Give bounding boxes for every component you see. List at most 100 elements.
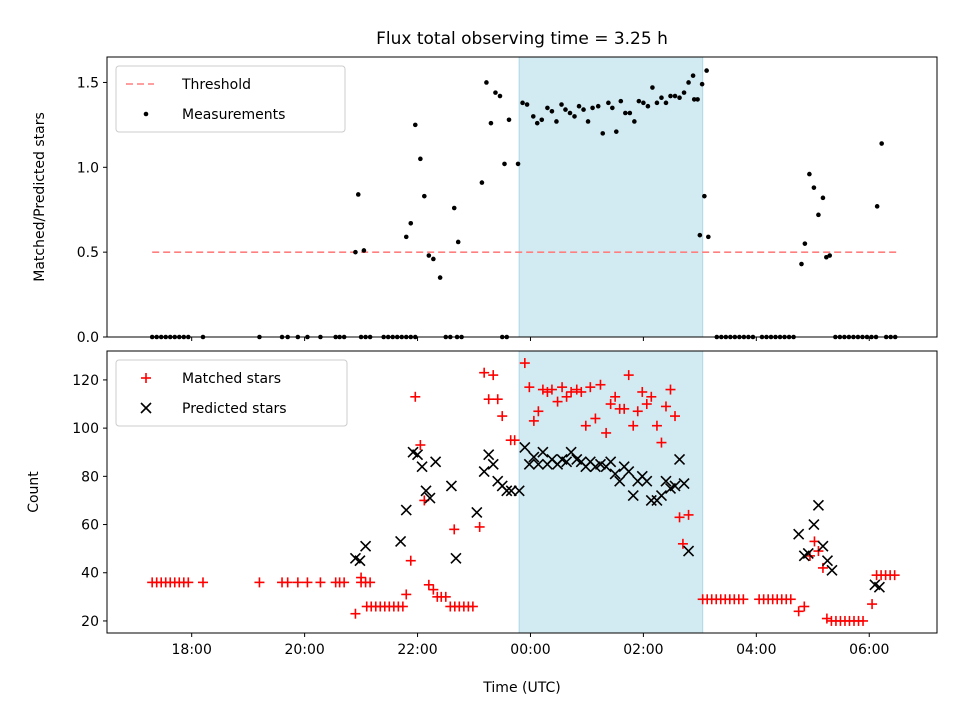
matched-stars-point bbox=[619, 403, 630, 414]
measurement-point bbox=[677, 95, 682, 101]
matched-stars-point bbox=[537, 384, 548, 395]
matched-stars-point bbox=[542, 386, 553, 397]
matched-stars-point bbox=[566, 386, 577, 397]
matched-stars-point bbox=[641, 399, 652, 410]
matched-stars-point bbox=[665, 384, 676, 395]
matched-stars-point bbox=[605, 399, 616, 410]
matched-stars-point bbox=[595, 379, 606, 390]
matched-stars-point bbox=[428, 584, 439, 595]
measurement-point bbox=[686, 80, 691, 85]
matched-stars-point bbox=[677, 538, 688, 549]
measurement-point bbox=[479, 180, 485, 185]
matched-stars-point bbox=[197, 577, 208, 588]
predicted-stars-point bbox=[523, 458, 535, 470]
matched-stars-point bbox=[183, 577, 194, 588]
measurement-point bbox=[451, 205, 457, 211]
legend: Matched stars Predicted stars bbox=[115, 359, 348, 427]
measurement-point bbox=[600, 131, 606, 136]
predicted-stars-point bbox=[565, 446, 577, 458]
matched-stars-point bbox=[449, 524, 460, 535]
legend-measurement-swatch bbox=[143, 111, 149, 117]
measurement-point bbox=[645, 103, 651, 109]
measurement-point bbox=[690, 73, 696, 78]
measurement-point bbox=[595, 103, 601, 109]
matched-stars-point bbox=[580, 420, 591, 431]
measurement-point bbox=[567, 110, 573, 116]
measurement-point bbox=[623, 110, 628, 116]
predicted-stars-point bbox=[354, 555, 366, 567]
predicted-stars-point bbox=[445, 480, 457, 492]
matched-stars-point bbox=[410, 391, 421, 402]
measurement-point bbox=[572, 114, 577, 119]
predicted-stars-point bbox=[395, 535, 407, 547]
measurement-point bbox=[554, 119, 559, 124]
x-tick-label: 02:00 bbox=[623, 642, 663, 658]
matched-stars-point bbox=[738, 594, 749, 605]
legend-label: Measurements bbox=[182, 107, 285, 123]
axes-frame bbox=[106, 350, 938, 634]
predicted-stars-point bbox=[519, 441, 531, 453]
matched-stars-point bbox=[561, 391, 572, 402]
matched-stars-point bbox=[793, 606, 804, 617]
predicted-stars-point bbox=[623, 465, 635, 478]
y-tick-label: 0.0 bbox=[77, 330, 99, 346]
measurement-point bbox=[681, 90, 687, 95]
measurement-point bbox=[663, 100, 669, 106]
predicted-stars-point bbox=[678, 477, 690, 490]
measurement-point bbox=[502, 161, 507, 167]
matched-stars-point bbox=[623, 370, 634, 381]
measurement-point bbox=[549, 109, 555, 114]
predicted-stars-point bbox=[430, 456, 442, 468]
matched-stars-point bbox=[576, 386, 587, 397]
predicted-stars-point bbox=[793, 528, 805, 540]
measurement-point bbox=[632, 119, 637, 124]
count-panel: 20 40 60 80 100 120 18:00 20:00 22:00 00:00 02:00 0… bbox=[72, 350, 938, 658]
matched-stars-point bbox=[356, 572, 367, 583]
observing-window-span bbox=[518, 56, 704, 338]
measurement-point bbox=[590, 105, 595, 111]
measurement-point bbox=[355, 192, 361, 197]
measurement-point bbox=[824, 254, 829, 260]
predicted-stars-point bbox=[826, 564, 838, 576]
measurement-point bbox=[650, 85, 655, 90]
predicted-stars-point bbox=[478, 465, 490, 478]
predicted-stars-point bbox=[609, 468, 621, 480]
measurement-point bbox=[524, 102, 530, 107]
y-tick-label: 100 bbox=[72, 421, 99, 437]
measurement-point bbox=[827, 253, 833, 258]
y-tick-label: 120 bbox=[72, 373, 99, 389]
matched-stars-point bbox=[858, 615, 869, 626]
matched-stars-point bbox=[440, 591, 451, 602]
measurement-point bbox=[618, 98, 624, 104]
matched-stars-point bbox=[315, 577, 326, 588]
predicted-stars-point bbox=[821, 555, 834, 567]
matched-stars-point bbox=[479, 367, 490, 378]
measurement-point bbox=[576, 103, 582, 109]
y-tick-label: 1.5 bbox=[77, 75, 99, 91]
matched-stars-point bbox=[601, 427, 612, 438]
matched-stars-point bbox=[646, 391, 657, 402]
legend-label: Matched stars bbox=[182, 371, 281, 387]
measurement-point bbox=[412, 122, 418, 128]
measurement-point bbox=[431, 256, 436, 262]
measurement-point bbox=[610, 105, 615, 111]
measurement-point bbox=[520, 100, 525, 106]
matched-stars-point bbox=[867, 599, 878, 610]
matched-stars-point bbox=[528, 415, 539, 426]
y-axis-label-top: Matched/Predicted stars bbox=[32, 112, 48, 282]
predicted-stars-point bbox=[513, 485, 525, 497]
predicted-stars-point bbox=[501, 485, 513, 497]
measurement-point bbox=[539, 117, 545, 123]
matched-stars-point bbox=[339, 577, 350, 588]
measurement-point bbox=[697, 232, 703, 238]
predicted-stars-point bbox=[420, 485, 432, 497]
measurement-point bbox=[704, 68, 709, 73]
axes-frame bbox=[106, 56, 938, 338]
measurement-point bbox=[659, 95, 664, 101]
measurement-point bbox=[799, 261, 804, 267]
matched-stars-point bbox=[415, 440, 426, 450]
ratio-panel: 0.0 0.5 1.0 1.5 Threshold Measurements bbox=[77, 56, 938, 346]
matched-stars-point bbox=[405, 555, 416, 566]
predicted-stars-point bbox=[471, 506, 483, 519]
